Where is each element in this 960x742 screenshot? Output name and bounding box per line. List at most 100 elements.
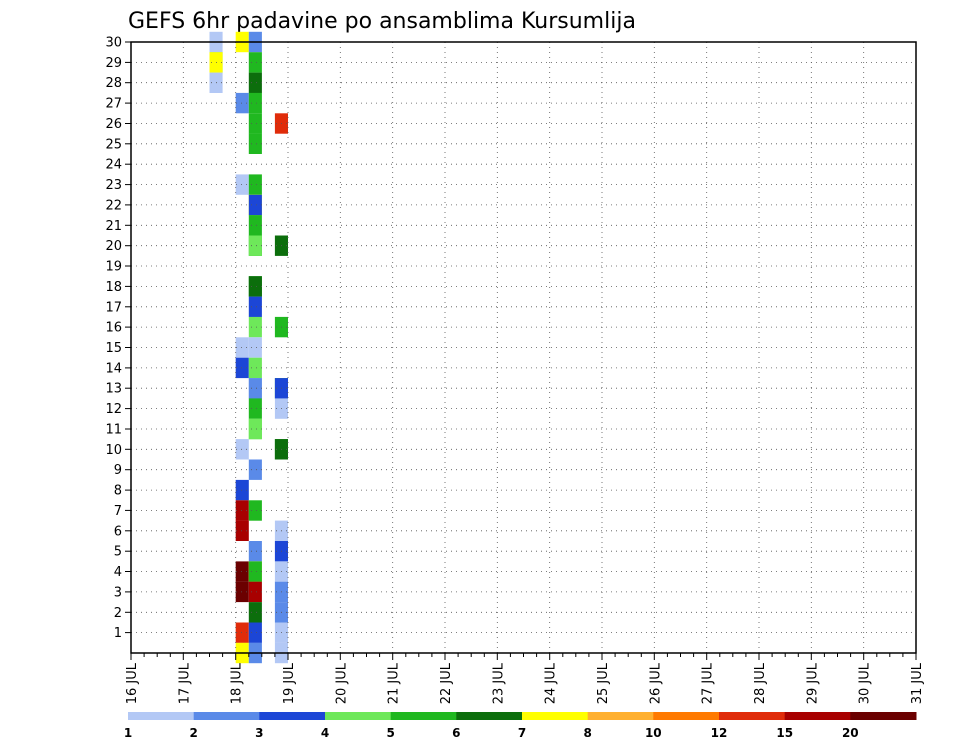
heatmap-cell xyxy=(235,500,249,521)
y-tick-label: 2 xyxy=(114,606,122,621)
heatmap-cell xyxy=(235,622,249,643)
x-tick-label: 21 JUL xyxy=(387,662,402,704)
colorbar-swatch xyxy=(653,712,720,720)
heatmap-cell xyxy=(248,459,262,480)
y-tick-label: 11 xyxy=(105,423,122,438)
y-tick-label: 20 xyxy=(105,239,122,254)
colorbar-label: 3 xyxy=(255,726,263,740)
heatmap-cell xyxy=(248,296,262,317)
y-tick-label: 5 xyxy=(114,545,122,560)
heatmap-cell xyxy=(248,541,262,562)
heatmap-cell xyxy=(248,52,262,73)
x-axis: 16 JUL 17 JUL 18 JUL 19 JUL 20 JUL 21 JUL 22 J… xyxy=(125,653,925,704)
colorbar-swatch xyxy=(128,712,195,720)
colorbar-label: 10 xyxy=(645,726,662,740)
colorbar-label: 20 xyxy=(842,726,859,740)
colorbar-label: 1 xyxy=(124,726,132,740)
x-tick-label: 17 JUL xyxy=(177,662,192,704)
x-tick-label: 30 JUL xyxy=(858,662,873,704)
heatmap-cell xyxy=(248,235,262,256)
colorbar-label: 4 xyxy=(321,726,329,740)
y-tick-label: 7 xyxy=(114,504,122,519)
y-tick-label: 12 xyxy=(105,402,122,417)
colorbar-label: 2 xyxy=(190,726,198,740)
x-tick-label: 29 JUL xyxy=(805,662,820,704)
heatmap-cell xyxy=(248,581,262,603)
colorbar-swatch xyxy=(850,712,917,720)
heatmap-cell xyxy=(235,561,249,582)
colorbar-swatch xyxy=(259,712,326,720)
colorbar-swatch xyxy=(193,712,260,720)
x-tick-label: 31 JUL xyxy=(910,662,925,704)
heatmap-cell xyxy=(235,581,249,603)
heatmap-cell xyxy=(235,174,249,195)
y-tick-label: 17 xyxy=(105,300,122,315)
colorbar-swatch xyxy=(587,712,654,720)
heatmap-cell xyxy=(248,113,262,134)
x-tick-label: 25 JUL xyxy=(596,662,611,704)
heatmap-cell xyxy=(248,378,262,399)
heatmap-cell xyxy=(248,133,262,154)
y-tick-label: 23 xyxy=(105,178,122,193)
y-tick-label: 9 xyxy=(114,463,122,478)
y-tick-label: 10 xyxy=(105,443,122,458)
heatmap-cell xyxy=(248,72,262,93)
y-tick-label: 1 xyxy=(114,626,122,641)
heatmap-cell xyxy=(235,92,249,114)
x-tick-label: 28 JUL xyxy=(753,662,768,704)
colorbar-label: 8 xyxy=(584,726,592,740)
grid-lines xyxy=(131,41,916,653)
y-tick-label: 19 xyxy=(105,260,122,275)
colorbar-label: 5 xyxy=(387,726,395,740)
y-tick-label: 14 xyxy=(105,361,122,376)
colorbar-label: 6 xyxy=(452,726,460,740)
y-tick-label: 18 xyxy=(105,280,122,295)
colorbar-swatch xyxy=(522,712,589,720)
x-tick-label: 26 JUL xyxy=(648,662,663,704)
y-tick-label: 16 xyxy=(105,321,122,336)
x-tick-label: 27 JUL xyxy=(701,662,716,704)
y-tick-label: 15 xyxy=(105,341,122,356)
y-tick-label: 29 xyxy=(105,56,122,71)
x-tick-label: 20 JUL xyxy=(334,662,349,704)
colorbar-label: 12 xyxy=(711,726,728,740)
y-tick-label: 24 xyxy=(105,158,122,173)
y-tick-label: 3 xyxy=(114,585,122,600)
x-tick-label: 18 JUL xyxy=(230,662,245,704)
heatmap-cell xyxy=(235,520,249,541)
colorbar-swatch xyxy=(325,712,392,720)
heatmap-cell xyxy=(235,337,249,358)
heatmap-cell xyxy=(248,215,262,236)
heatmap-cell xyxy=(248,418,262,440)
colorbar-label: 15 xyxy=(776,726,793,740)
heatmap-cell xyxy=(248,561,262,582)
y-tick-label: 28 xyxy=(105,76,122,91)
heatmap-cell xyxy=(235,357,249,379)
heatmap-cell xyxy=(248,276,262,297)
x-tick-label: 24 JUL xyxy=(544,662,559,704)
y-tick-label: 26 xyxy=(105,117,122,132)
y-axis: 1234567891011121314151617181920212223242… xyxy=(105,36,131,641)
x-tick-label: 23 JUL xyxy=(491,662,506,704)
heatmap-cell xyxy=(248,194,262,216)
heatmap-cell xyxy=(248,357,262,379)
y-tick-label: 21 xyxy=(105,219,122,234)
colorbar-label: 7 xyxy=(518,726,526,740)
y-tick-label: 6 xyxy=(114,524,122,539)
heatmap-cell xyxy=(248,337,262,358)
x-tick-label: 22 JUL xyxy=(439,662,454,704)
heatmap-cell xyxy=(248,174,262,195)
heatmap-cell xyxy=(248,316,262,338)
colorbar-swatch xyxy=(456,712,523,720)
colorbar-swatch xyxy=(784,712,851,720)
y-tick-label: 4 xyxy=(114,565,122,580)
chart-title: GEFS 6hr padavine po ansamblima Kursumli… xyxy=(128,9,636,34)
colorbar-swatch xyxy=(390,712,457,720)
colorbar-swatch xyxy=(719,712,786,720)
y-tick-label: 27 xyxy=(105,97,122,112)
y-tick-label: 25 xyxy=(105,137,122,152)
x-tick-label: 16 JUL xyxy=(125,662,140,704)
colorbar: 1 2 3 4 5 6 7 8 10 12 15 20 xyxy=(124,712,917,740)
heatmap-cell xyxy=(248,398,262,419)
